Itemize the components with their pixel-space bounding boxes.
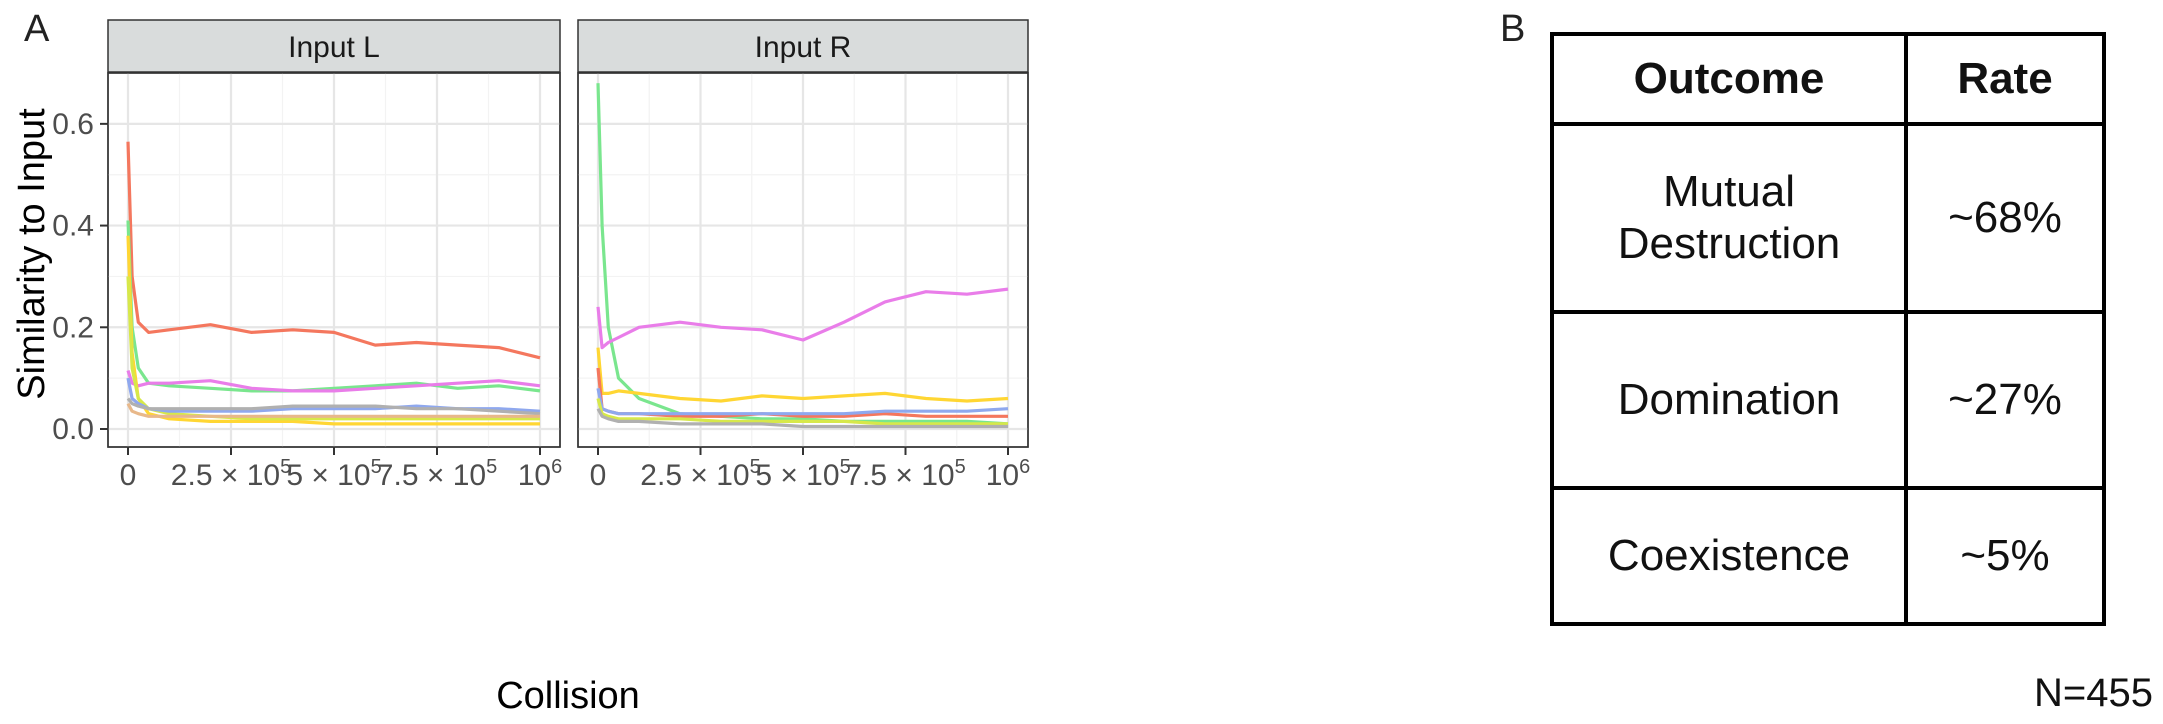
facet-strip-label: Input L bbox=[288, 31, 380, 64]
x-tick-label: 2.5 × 105 bbox=[640, 456, 760, 492]
y-tick-label: 0.0 bbox=[52, 413, 94, 446]
x-tick-label: 7.5 × 105 bbox=[845, 456, 965, 492]
table-row: Mutual Destruction ~68% bbox=[1550, 122, 2106, 314]
x-tick-label: 106 bbox=[986, 456, 1031, 492]
x-tick-label: 106 bbox=[518, 456, 563, 492]
series-line bbox=[596, 83, 1009, 426]
x-tick-label: 0 bbox=[120, 459, 137, 492]
table-row: Coexistence ~5% bbox=[1550, 486, 2106, 626]
outcome-cell: Mutual Destruction bbox=[1550, 122, 1908, 314]
x-axis-title: Collision bbox=[496, 675, 640, 717]
y-tick-label: 0.4 bbox=[52, 210, 94, 243]
x-tick-label: 0 bbox=[590, 459, 607, 492]
rate-cell: ~27% bbox=[1904, 310, 2106, 490]
header-rate: Rate bbox=[1904, 32, 2106, 126]
outcome-cell: Coexistence bbox=[1550, 486, 1908, 626]
x-tick-label: 7.5 × 105 bbox=[377, 456, 497, 492]
series-line bbox=[126, 370, 541, 393]
header-outcome: Outcome bbox=[1550, 32, 1908, 126]
table-row: Domination ~27% bbox=[1550, 310, 2106, 490]
series-line bbox=[126, 141, 541, 360]
panel-b-label: B bbox=[1500, 8, 1526, 50]
rate-cell: ~5% bbox=[1904, 486, 2106, 626]
series-line bbox=[596, 398, 1008, 426]
series-line bbox=[596, 387, 1009, 416]
facet-strip bbox=[107, 19, 561, 73]
outcome-cell: Domination bbox=[1550, 310, 1908, 490]
facet-strip bbox=[577, 19, 1029, 73]
sample-size-label: N=455 bbox=[2034, 671, 2153, 715]
x-tick-label: 2.5 × 105 bbox=[171, 456, 291, 492]
facet-strip-label: Input R bbox=[755, 31, 852, 64]
y-tick-label: 0.2 bbox=[52, 311, 94, 344]
series-line bbox=[596, 407, 1008, 429]
series-line bbox=[126, 402, 540, 418]
series-line bbox=[596, 347, 1009, 403]
series-line bbox=[596, 287, 1009, 350]
table-header-row: Outcome Rate bbox=[1550, 32, 2106, 126]
x-tick-label: 5 × 105 bbox=[286, 456, 381, 492]
y-axis-title: Similarity to Input bbox=[11, 108, 53, 400]
series-line bbox=[126, 397, 541, 416]
panel-a-label: A bbox=[24, 8, 50, 50]
rate-cell: ~68% bbox=[1904, 122, 2106, 314]
series-line bbox=[126, 276, 540, 421]
outcome-table: Outcome Rate Mutual Destruction ~68% Dom… bbox=[1550, 32, 2106, 626]
x-tick-label: 5 × 105 bbox=[755, 456, 850, 492]
y-tick-label: 0.6 bbox=[52, 108, 94, 141]
